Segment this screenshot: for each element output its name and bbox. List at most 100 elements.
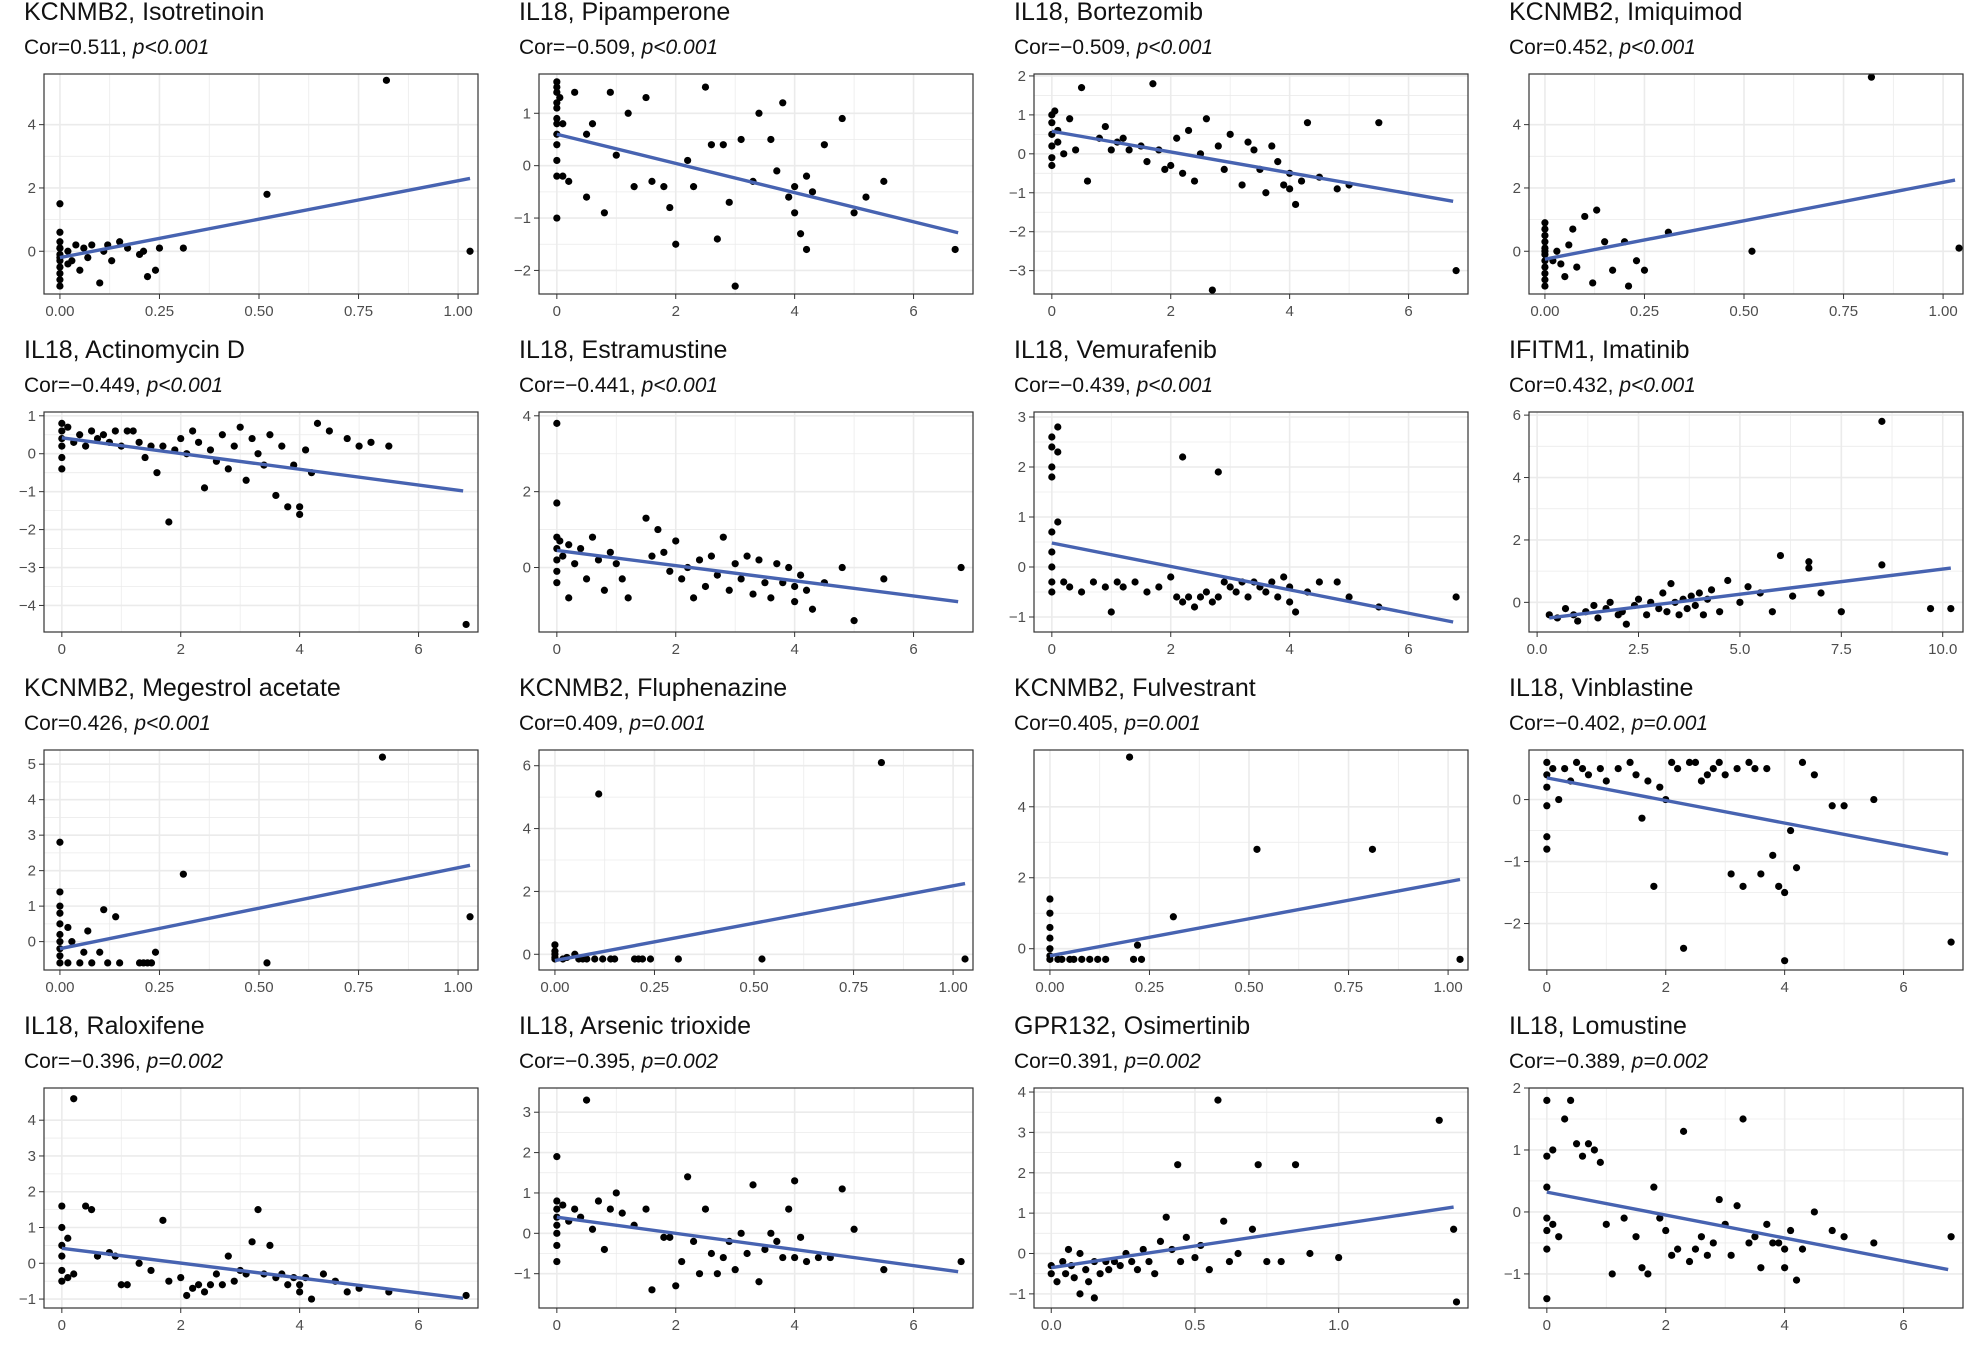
data-point — [791, 598, 799, 606]
data-point — [1757, 870, 1765, 878]
data-point — [802, 245, 811, 254]
data-point — [1656, 1214, 1664, 1222]
data-point — [68, 938, 76, 946]
data-point — [307, 1295, 316, 1303]
data-point — [1584, 771, 1593, 779]
plot-background — [44, 1088, 478, 1308]
y-tick-label: 0 — [1513, 594, 1521, 611]
data-point — [689, 594, 698, 602]
data-point — [553, 141, 561, 149]
data-point — [1828, 802, 1836, 810]
data-point — [1085, 1278, 1093, 1286]
data-point — [553, 214, 561, 222]
plot-border — [1528, 1087, 1964, 1309]
data-point — [1046, 909, 1054, 917]
data-point — [64, 423, 72, 431]
y-tick-label: 4 — [1018, 1084, 1026, 1101]
data-point — [1176, 1257, 1185, 1266]
data-point — [672, 1282, 680, 1290]
plot-background — [539, 1088, 973, 1308]
y-tick-label: 1 — [28, 1220, 36, 1237]
data-point — [648, 177, 656, 185]
data-point — [1143, 158, 1151, 166]
data-point — [1048, 563, 1056, 571]
data-point — [1058, 955, 1066, 963]
data-point — [284, 503, 292, 511]
data-point — [84, 927, 92, 935]
y-tick-label: 2 — [1018, 68, 1026, 85]
y-tick-label: −1 — [1009, 1286, 1026, 1303]
data-point — [559, 552, 567, 560]
correlation-stat: Cor=0.405, p=0.001 — [1014, 712, 1201, 736]
x-tick-label: 4 — [1780, 979, 1788, 996]
data-point — [1674, 1245, 1682, 1253]
data-point — [1608, 1270, 1616, 1278]
data-point — [591, 955, 599, 963]
data-point — [1048, 119, 1056, 127]
data-point — [1151, 1270, 1159, 1278]
data-point — [1775, 882, 1783, 890]
data-point — [737, 1229, 745, 1237]
data-point — [58, 453, 66, 462]
data-point — [1763, 1220, 1771, 1228]
data-point — [1116, 1262, 1124, 1270]
data-point — [1715, 1195, 1723, 1204]
data-point — [1541, 282, 1549, 290]
data-point — [385, 442, 393, 450]
data-point — [606, 88, 614, 96]
data-point — [707, 141, 716, 149]
x-tick-label: 0.0 — [1041, 1317, 1062, 1334]
data-point — [1248, 1225, 1257, 1233]
data-point — [559, 120, 567, 128]
data-point — [1048, 161, 1056, 170]
data-point — [618, 1209, 626, 1217]
data-point — [1133, 1266, 1142, 1274]
data-point — [1733, 764, 1741, 773]
data-point — [577, 544, 585, 553]
data-point — [56, 238, 64, 246]
data-point — [624, 594, 632, 602]
data-point — [1277, 1257, 1285, 1266]
panel-title: IL18, Bortezomib — [1014, 0, 1203, 26]
data-point — [838, 563, 846, 572]
data-point — [654, 525, 662, 534]
panel-title: IL18, Vinblastine — [1509, 674, 1694, 702]
correlation-value: Cor=0.511, — [24, 36, 133, 59]
data-point — [1131, 578, 1139, 586]
data-point — [179, 244, 187, 252]
data-point — [1703, 771, 1711, 779]
data-point — [1089, 578, 1098, 586]
correlation-stat: Cor=0.409, p=0.001 — [519, 712, 706, 736]
data-point — [553, 88, 561, 96]
data-point — [58, 1266, 66, 1275]
correlation-stat: Cor=0.432, p<0.001 — [1509, 374, 1696, 398]
correlation-stat: Cor=0.426, p<0.001 — [24, 712, 211, 736]
x-tick-label: 0 — [1543, 979, 1551, 996]
data-point — [1763, 764, 1771, 773]
y-tick-label: −1 — [1009, 185, 1026, 202]
data-point — [1456, 955, 1464, 963]
y-tick-label: 1 — [1018, 509, 1026, 526]
data-point — [1145, 1257, 1153, 1266]
data-point — [785, 563, 793, 572]
x-tick-label: 2 — [672, 303, 680, 320]
plot-border — [538, 1087, 974, 1309]
x-tick-label: 0.50 — [1729, 303, 1758, 320]
data-point — [553, 499, 561, 507]
y-tick-label: 4 — [28, 117, 36, 134]
data-point — [1048, 588, 1056, 596]
data-point — [1656, 783, 1664, 791]
data-point — [1786, 826, 1795, 835]
data-point — [678, 1257, 686, 1266]
x-tick-label: 0 — [553, 303, 561, 320]
data-point — [1182, 1233, 1190, 1241]
data-point — [571, 560, 579, 568]
data-point — [743, 552, 751, 560]
data-point — [1046, 895, 1054, 903]
data-point — [1137, 955, 1146, 963]
x-tick-label: 2 — [1662, 1317, 1670, 1334]
plot-background — [539, 412, 973, 632]
data-point — [189, 1284, 197, 1292]
data-point — [565, 594, 573, 602]
data-point — [206, 446, 215, 454]
